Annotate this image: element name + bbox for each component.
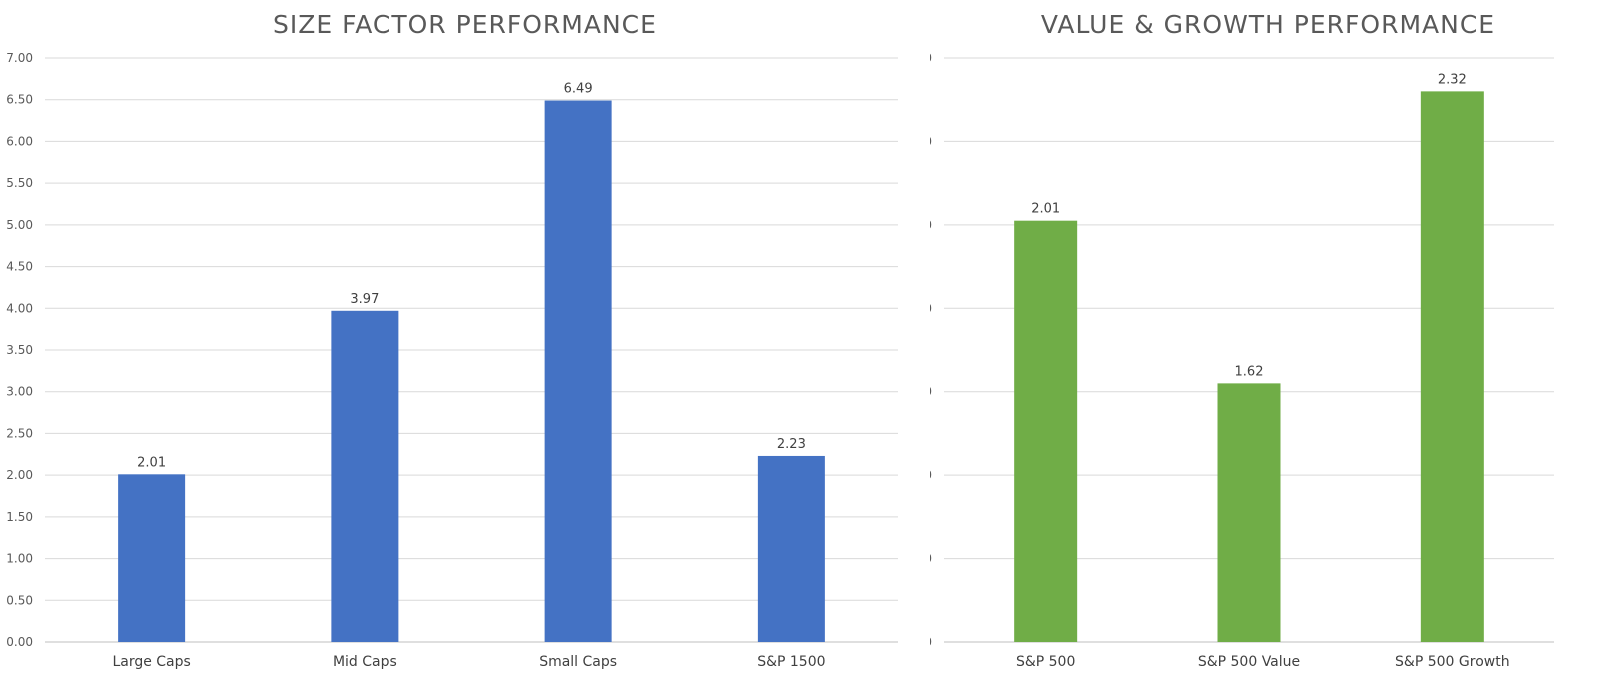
size-y-tick-label: 3.00 — [6, 385, 33, 399]
value-growth-title: VALUE & GROWTH PERFORMANCE — [1040, 10, 1496, 39]
vg-category-label: S&P 500 — [1016, 654, 1075, 670]
vg-y-tick-label: 1.00 — [930, 635, 932, 649]
size-factor-chart: 0.00 0.50 1.00 1.50 2.00 2.50 3.00 3.50 4.00 4.50… — [6, 10, 898, 670]
size-bar — [331, 310, 399, 642]
size-y-tick-label: 2.00 — [6, 468, 33, 482]
size-y-tick-label: 6.50 — [6, 93, 33, 107]
vg-y-tick-label: 1.20 — [930, 552, 932, 566]
size-category-label: Mid Caps — [333, 654, 397, 670]
vg-bar — [1217, 383, 1281, 642]
size-bar — [757, 455, 825, 642]
vg-y-tick-label: 2.40 — [930, 51, 932, 65]
vg-bar — [1420, 91, 1484, 642]
size-bar — [544, 100, 612, 642]
size-data-label: 2.01 — [137, 455, 166, 470]
size-category-label: S&P 1500 — [757, 654, 825, 670]
size-y-tick-label: 3.50 — [6, 343, 33, 357]
size-y-tick-label: 5.50 — [6, 176, 33, 190]
vg-y-tick-label: 1.60 — [930, 385, 932, 399]
size-y-tick-label: 4.50 — [6, 260, 33, 274]
vg-data-label: 1.62 — [1235, 364, 1264, 379]
size-y-tick-label: 0.50 — [6, 593, 33, 607]
vg-y-tick-label: 2.20 — [930, 134, 932, 148]
size-data-label: 2.23 — [777, 437, 806, 452]
vg-bar — [1014, 220, 1078, 642]
vg-category-label: S&P 500 Value — [1198, 654, 1300, 670]
size-category-label: Small Caps — [539, 654, 617, 670]
value-growth-chart: 1.00 1.20 1.40 1.60 1.80 2.00 2.20 2.40 2.01 S&P … — [930, 0, 1606, 694]
vg-y-tick-label: 2.00 — [930, 218, 932, 232]
vg-data-label: 2.01 — [1031, 202, 1060, 217]
size-category-label: Large Caps — [112, 654, 190, 670]
size-y-tick-label: 1.50 — [6, 510, 33, 524]
value-growth-plot: 1.00 1.20 1.40 1.60 1.80 2.00 2.20 2.40 2.01 S&P … — [930, 51, 1554, 670]
size-data-label: 6.49 — [564, 82, 593, 97]
size-y-tick-label: 4.00 — [6, 301, 33, 315]
size-data-label: 3.97 — [350, 292, 379, 307]
size-y-tick-label: 2.50 — [6, 426, 33, 440]
size-bar — [118, 474, 186, 642]
vg-y-tick-label: 1.40 — [930, 468, 932, 482]
size-factor-plot: 0.00 0.50 1.00 1.50 2.00 2.50 3.00 3.50 4.00 4.50… — [6, 51, 898, 670]
vg-data-label: 2.32 — [1438, 72, 1467, 87]
size-y-tick-label: 6.00 — [6, 134, 33, 148]
size-y-tick-label: 1.00 — [6, 552, 33, 566]
size-y-tick-label: 5.00 — [6, 218, 33, 232]
size-y-tick-label: 0.00 — [6, 635, 33, 649]
vg-y-tick-label: 1.80 — [930, 301, 932, 315]
size-y-tick-label: 7.00 — [6, 51, 33, 65]
size-factor-title: SIZE FACTOR PERFORMANCE — [273, 10, 657, 39]
vg-category-label: S&P 500 Growth — [1395, 654, 1510, 670]
